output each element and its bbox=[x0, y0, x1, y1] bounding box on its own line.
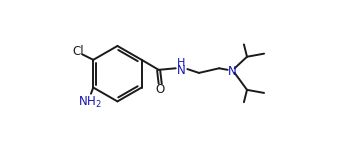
Text: N: N bbox=[228, 65, 237, 78]
Text: H: H bbox=[177, 58, 185, 68]
Text: Cl: Cl bbox=[73, 45, 84, 58]
Text: O: O bbox=[156, 83, 165, 96]
Text: NH$_2$: NH$_2$ bbox=[78, 95, 102, 111]
Text: N: N bbox=[177, 64, 185, 77]
